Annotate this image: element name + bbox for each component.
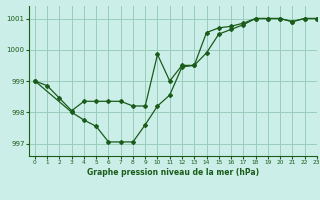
- X-axis label: Graphe pression niveau de la mer (hPa): Graphe pression niveau de la mer (hPa): [87, 168, 259, 177]
